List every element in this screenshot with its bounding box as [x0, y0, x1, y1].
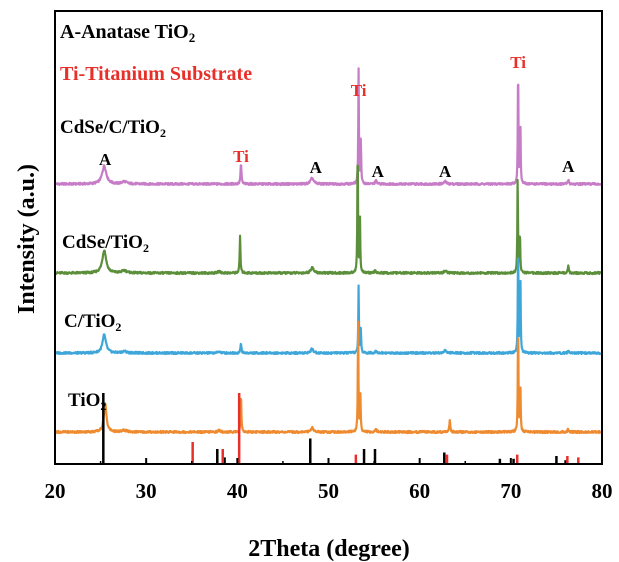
legend-anatase: A-Anatase TiO2	[60, 21, 195, 45]
trace-c-tio	[55, 257, 602, 356]
xrd-traces	[54, 67, 602, 435]
x-tick-label: 20	[45, 479, 66, 503]
series-label-main: CdSe/C/TiO	[60, 117, 160, 138]
x-axis-ticks: 20 30 40 50 60 70 80	[45, 458, 613, 503]
series-label-subscript: 2	[100, 399, 106, 413]
x-tick-label: 60	[409, 479, 430, 503]
x-axis-label: 2Theta (degree)	[248, 536, 410, 562]
legend-anatase-subscript: 2	[189, 30, 196, 45]
series-label-main: CdSe/TiO	[62, 232, 143, 253]
peak-label-anatase: A	[310, 158, 323, 177]
reference-sticks	[102, 393, 580, 463]
x-tick-label: 40	[227, 479, 248, 503]
series-label: TiO2	[68, 390, 106, 413]
series-label: CdSe/C/TiO2	[60, 117, 166, 140]
x-tick-label: 70	[500, 479, 521, 503]
trace-cdse-tio	[55, 164, 602, 276]
legend-titanium: Ti-Titanium Substrate	[60, 63, 252, 85]
x-tick-label: 30	[136, 479, 157, 503]
series-label: CdSe/TiO2	[62, 232, 149, 255]
legend-anatase-text: A-Anatase TiO	[60, 21, 189, 43]
series-label-subscript: 2	[143, 241, 149, 255]
series-label-subscript: 2	[115, 320, 121, 334]
trace-tio	[54, 320, 602, 435]
trace-cdse-c-tio	[54, 67, 602, 187]
peak-label-anatase: A	[439, 162, 452, 181]
peak-label-titanium: Ti	[351, 81, 367, 100]
peak-labels: A Ti A Ti A A Ti A	[99, 53, 575, 181]
peak-label-anatase: A	[372, 162, 385, 181]
peak-label-anatase: A	[99, 150, 112, 169]
peak-label-titanium: Ti	[510, 53, 526, 72]
series-label-subscript: 2	[160, 126, 166, 140]
peak-label-anatase: A	[562, 157, 575, 176]
peak-label-titanium: Ti	[233, 147, 249, 166]
series-label-main: TiO	[68, 390, 100, 411]
series-label: C/TiO2	[64, 311, 121, 334]
series-label-main: C/TiO	[64, 311, 115, 332]
y-axis-label: Intensity (a.u.)	[14, 164, 40, 314]
x-tick-label: 80	[592, 479, 613, 503]
x-tick-label: 50	[318, 479, 339, 503]
